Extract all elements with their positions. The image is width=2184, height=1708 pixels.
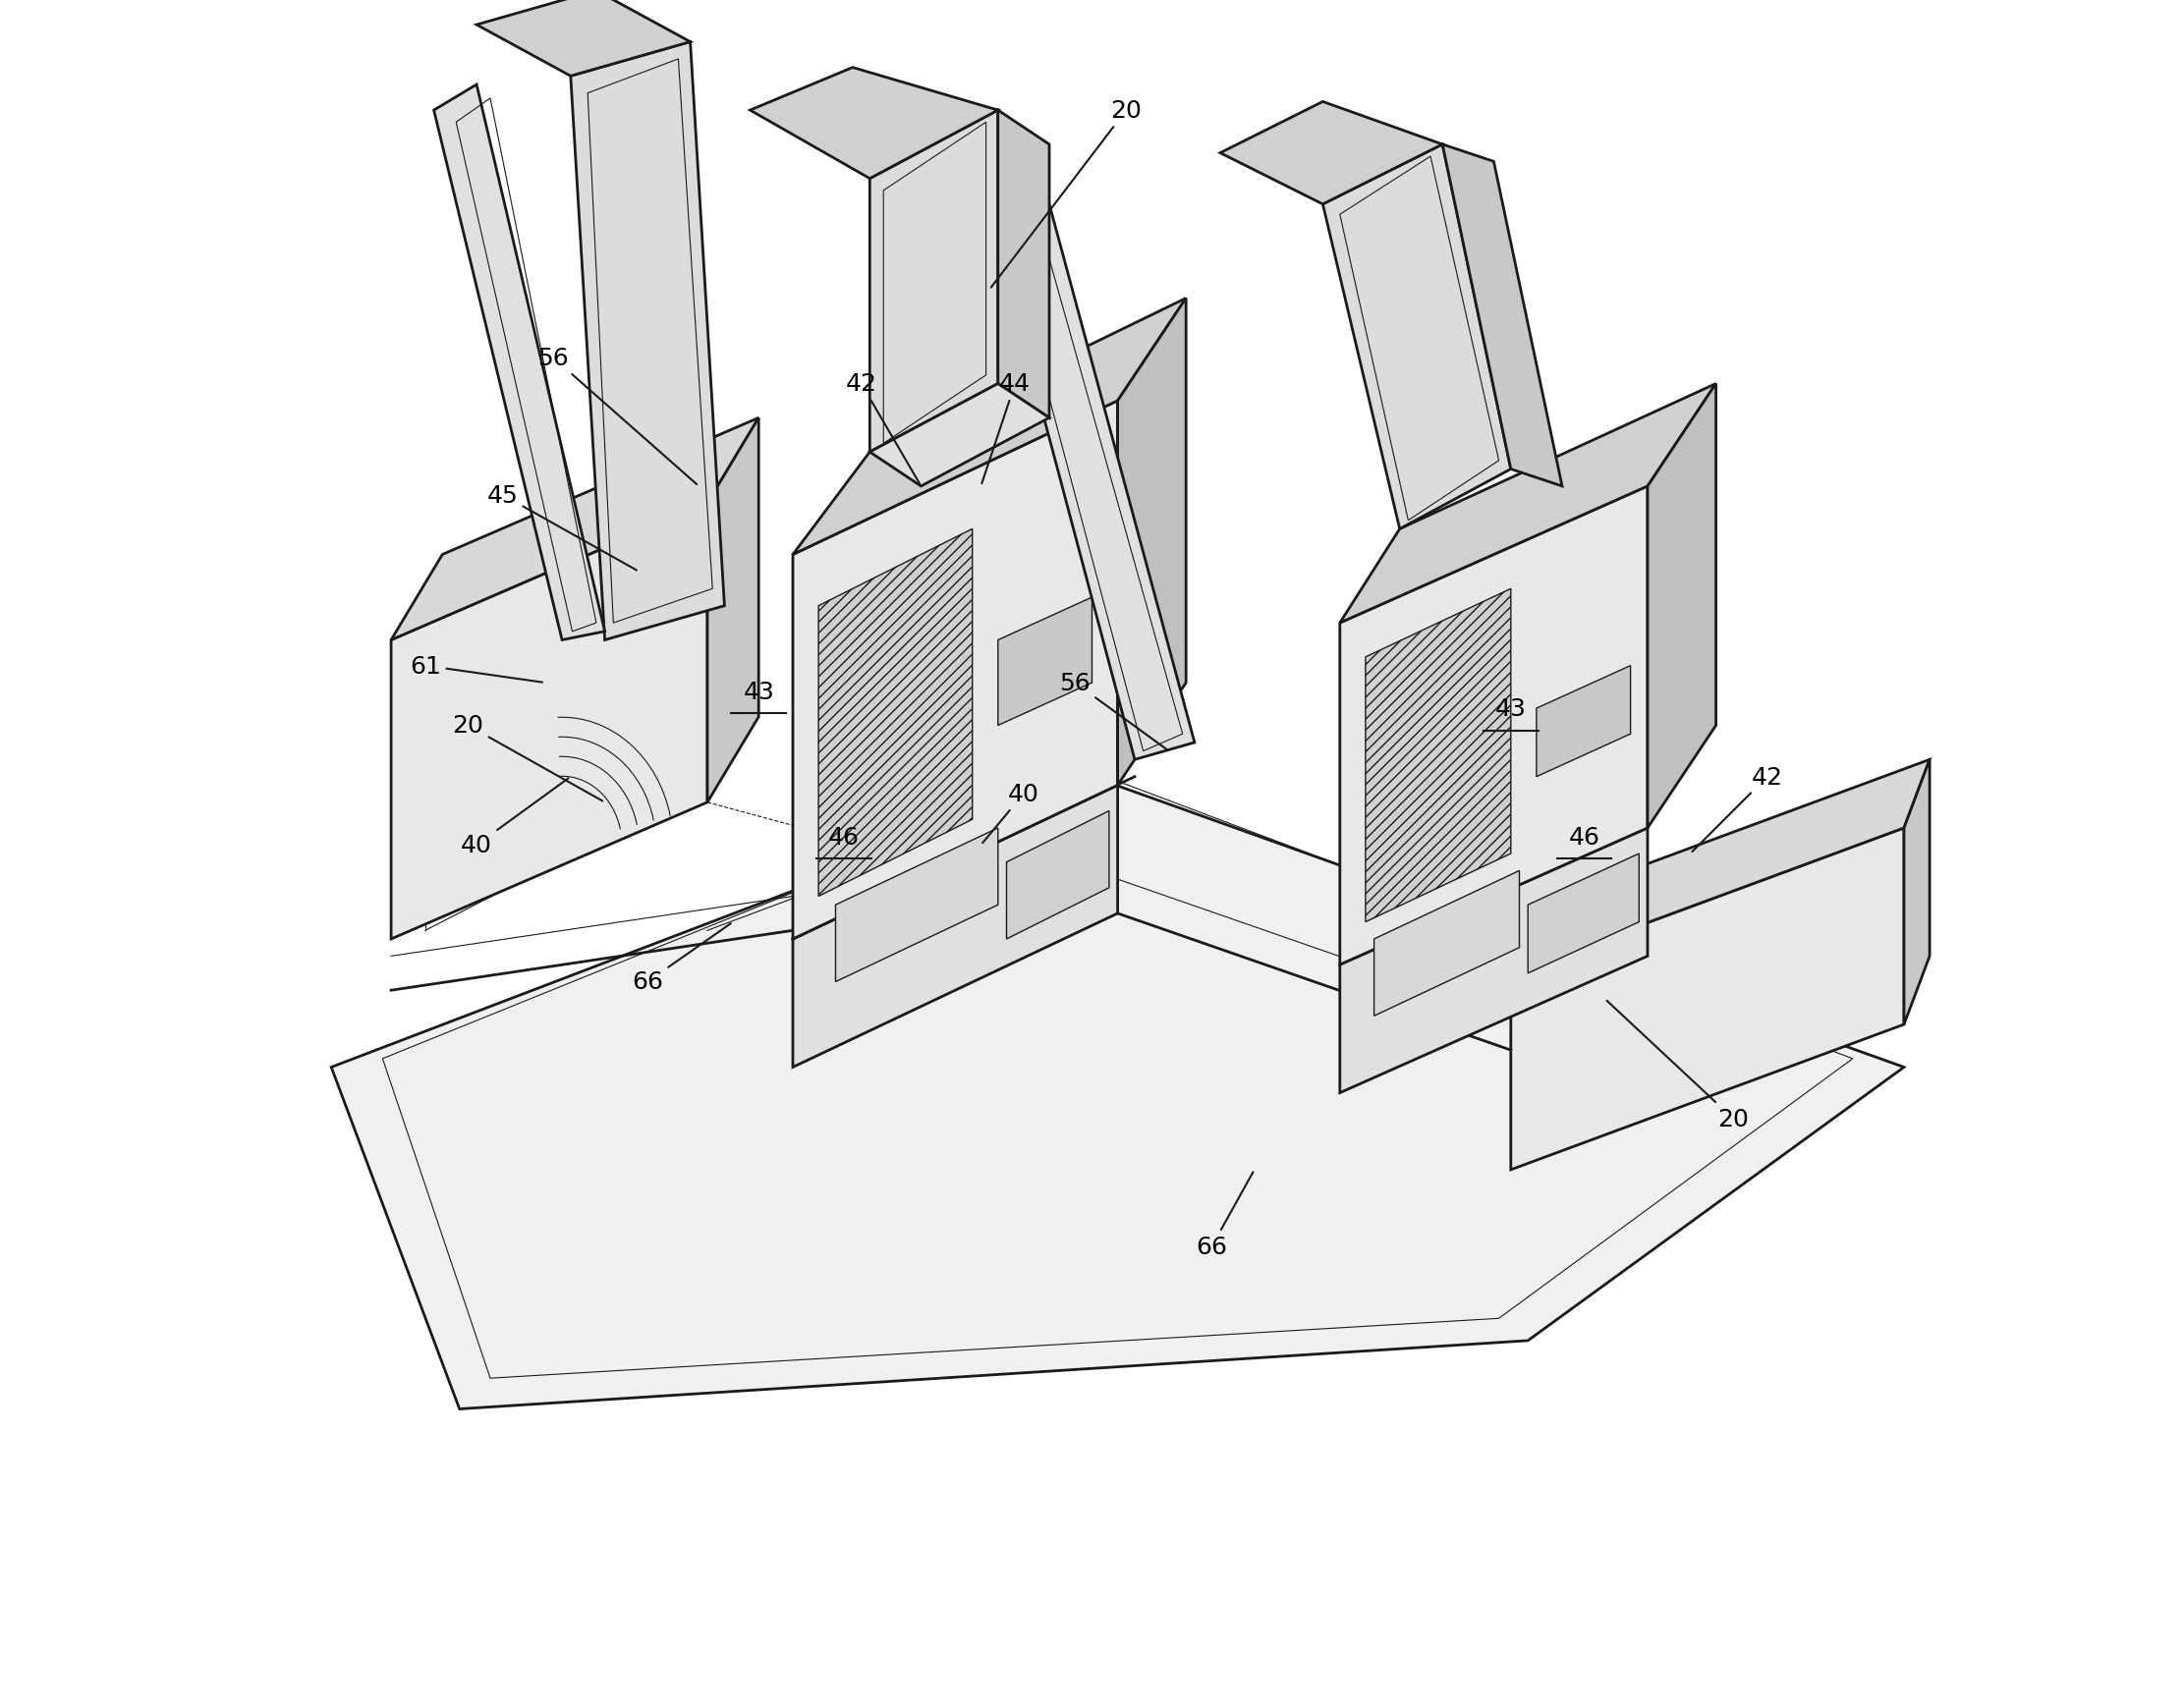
Text: 61: 61 bbox=[411, 654, 542, 683]
Polygon shape bbox=[391, 418, 758, 640]
Polygon shape bbox=[332, 777, 1904, 1409]
Polygon shape bbox=[1118, 299, 1186, 786]
Polygon shape bbox=[1904, 760, 1931, 1025]
Text: 44: 44 bbox=[983, 372, 1031, 483]
Polygon shape bbox=[1647, 384, 1717, 828]
Polygon shape bbox=[1511, 760, 1931, 974]
Polygon shape bbox=[869, 111, 998, 453]
Text: 56: 56 bbox=[537, 347, 697, 485]
Polygon shape bbox=[819, 529, 972, 897]
Polygon shape bbox=[989, 205, 1195, 760]
Polygon shape bbox=[793, 786, 1118, 1068]
Text: 56: 56 bbox=[1059, 671, 1166, 750]
Polygon shape bbox=[435, 85, 605, 641]
Text: 20: 20 bbox=[1607, 1001, 1749, 1131]
Polygon shape bbox=[793, 299, 1186, 555]
Text: 42: 42 bbox=[845, 372, 919, 485]
Polygon shape bbox=[869, 384, 1048, 487]
Polygon shape bbox=[1365, 589, 1511, 922]
Text: 20: 20 bbox=[992, 99, 1142, 289]
Polygon shape bbox=[1538, 666, 1631, 777]
Polygon shape bbox=[998, 111, 1048, 418]
Text: 40: 40 bbox=[461, 779, 568, 857]
Polygon shape bbox=[836, 828, 998, 982]
Text: 45: 45 bbox=[487, 483, 636, 570]
Text: 20: 20 bbox=[452, 714, 603, 801]
Polygon shape bbox=[391, 504, 708, 939]
Polygon shape bbox=[1324, 145, 1511, 529]
Text: 42: 42 bbox=[1693, 765, 1782, 852]
Text: 43: 43 bbox=[743, 680, 775, 704]
Text: 43: 43 bbox=[1496, 697, 1527, 721]
Polygon shape bbox=[1529, 854, 1638, 974]
Text: 46: 46 bbox=[828, 825, 860, 849]
Text: 46: 46 bbox=[1568, 825, 1601, 849]
Polygon shape bbox=[1511, 828, 1904, 1170]
Polygon shape bbox=[570, 43, 725, 640]
Polygon shape bbox=[1374, 871, 1520, 1016]
Polygon shape bbox=[793, 401, 1118, 939]
Polygon shape bbox=[749, 68, 998, 179]
Polygon shape bbox=[1339, 384, 1717, 623]
Polygon shape bbox=[1441, 145, 1562, 487]
Polygon shape bbox=[1339, 828, 1647, 1093]
Text: 40: 40 bbox=[983, 782, 1040, 844]
Polygon shape bbox=[708, 418, 758, 803]
Text: 66: 66 bbox=[631, 924, 732, 994]
Polygon shape bbox=[1221, 102, 1441, 205]
Polygon shape bbox=[476, 0, 690, 77]
Polygon shape bbox=[998, 598, 1092, 726]
Polygon shape bbox=[1007, 811, 1109, 939]
Text: 66: 66 bbox=[1197, 1172, 1254, 1259]
Polygon shape bbox=[1339, 487, 1647, 965]
